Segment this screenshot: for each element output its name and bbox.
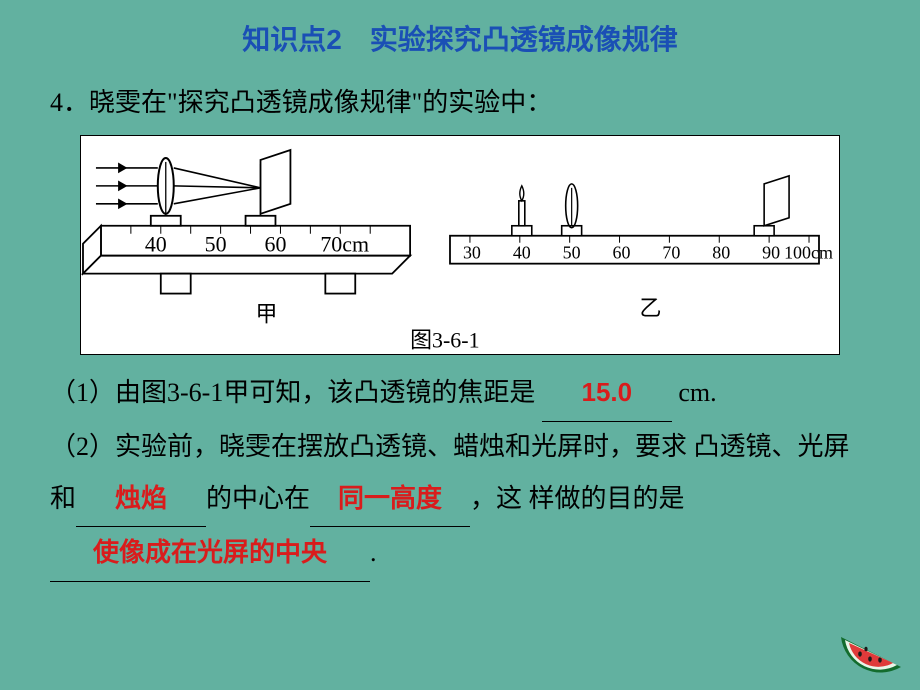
svg-text:图3-6-1: 图3-6-1 [410,328,479,353]
q2-line1: （2）实验前，晓雯在摆放凸透镜、蜡烛和光屏时，要求 [50,432,687,461]
svg-text:40: 40 [513,243,531,263]
svg-text:60: 60 [265,232,287,257]
q1-answer: 15.0 [582,377,633,407]
figure-3-6-1: 40 50 60 70cm 甲 [80,135,840,355]
question-2: （2）实验前，晓雯在摆放凸透镜、蜡烛和光屏时，要求 凸透镜、光屏和烛焰的中心在同… [50,422,870,582]
optics-diagram: 40 50 60 70cm 甲 [81,136,839,355]
q1-blank: 15.0 [542,367,672,422]
question-1: （1）由图3-6-1甲可知，该凸透镜的焦距是 15.0 cm. [50,367,870,422]
knowledge-point-title: 知识点2 实验探究凸透镜成像规律 [50,18,870,58]
q2-line2-post: ，这 [470,484,522,513]
q2-blank2: 同一高度 [310,473,470,528]
q2-answer3: 使像成在光屏的中央 [93,537,327,567]
q2-answer1: 烛焰 [115,483,167,513]
svg-text:50: 50 [563,243,581,263]
svg-text:70: 70 [662,243,680,263]
q1-suffix: cm. [678,378,716,407]
svg-text:90: 90 [762,243,780,263]
svg-text:30: 30 [463,243,481,263]
q2-line3-post: . [370,538,377,567]
svg-text:80: 80 [712,243,730,263]
watermelon-icon [836,627,906,682]
svg-text:乙: 乙 [639,296,661,321]
q2-blank3: 使像成在光屏的中央 [50,527,370,582]
svg-text:50: 50 [205,232,227,257]
svg-text:60: 60 [613,243,631,263]
q2-line3-pre: 样做的目的是 [529,484,685,513]
q1-prefix: （1）由图3-6-1甲可知，该凸透镜的焦距是 [50,378,535,407]
q2-blank1: 烛焰 [76,473,206,528]
svg-text:70cm: 70cm [320,232,369,257]
svg-text:甲: 甲 [256,302,278,327]
question-stem: 4．晓雯在"探究凸透镜成像规律"的实验中： [50,78,870,127]
svg-text:40: 40 [145,232,167,257]
q2-answer2: 同一高度 [338,483,442,513]
svg-text:100cm: 100cm [784,243,833,263]
q2-line2-mid: 的中心在 [206,484,310,513]
